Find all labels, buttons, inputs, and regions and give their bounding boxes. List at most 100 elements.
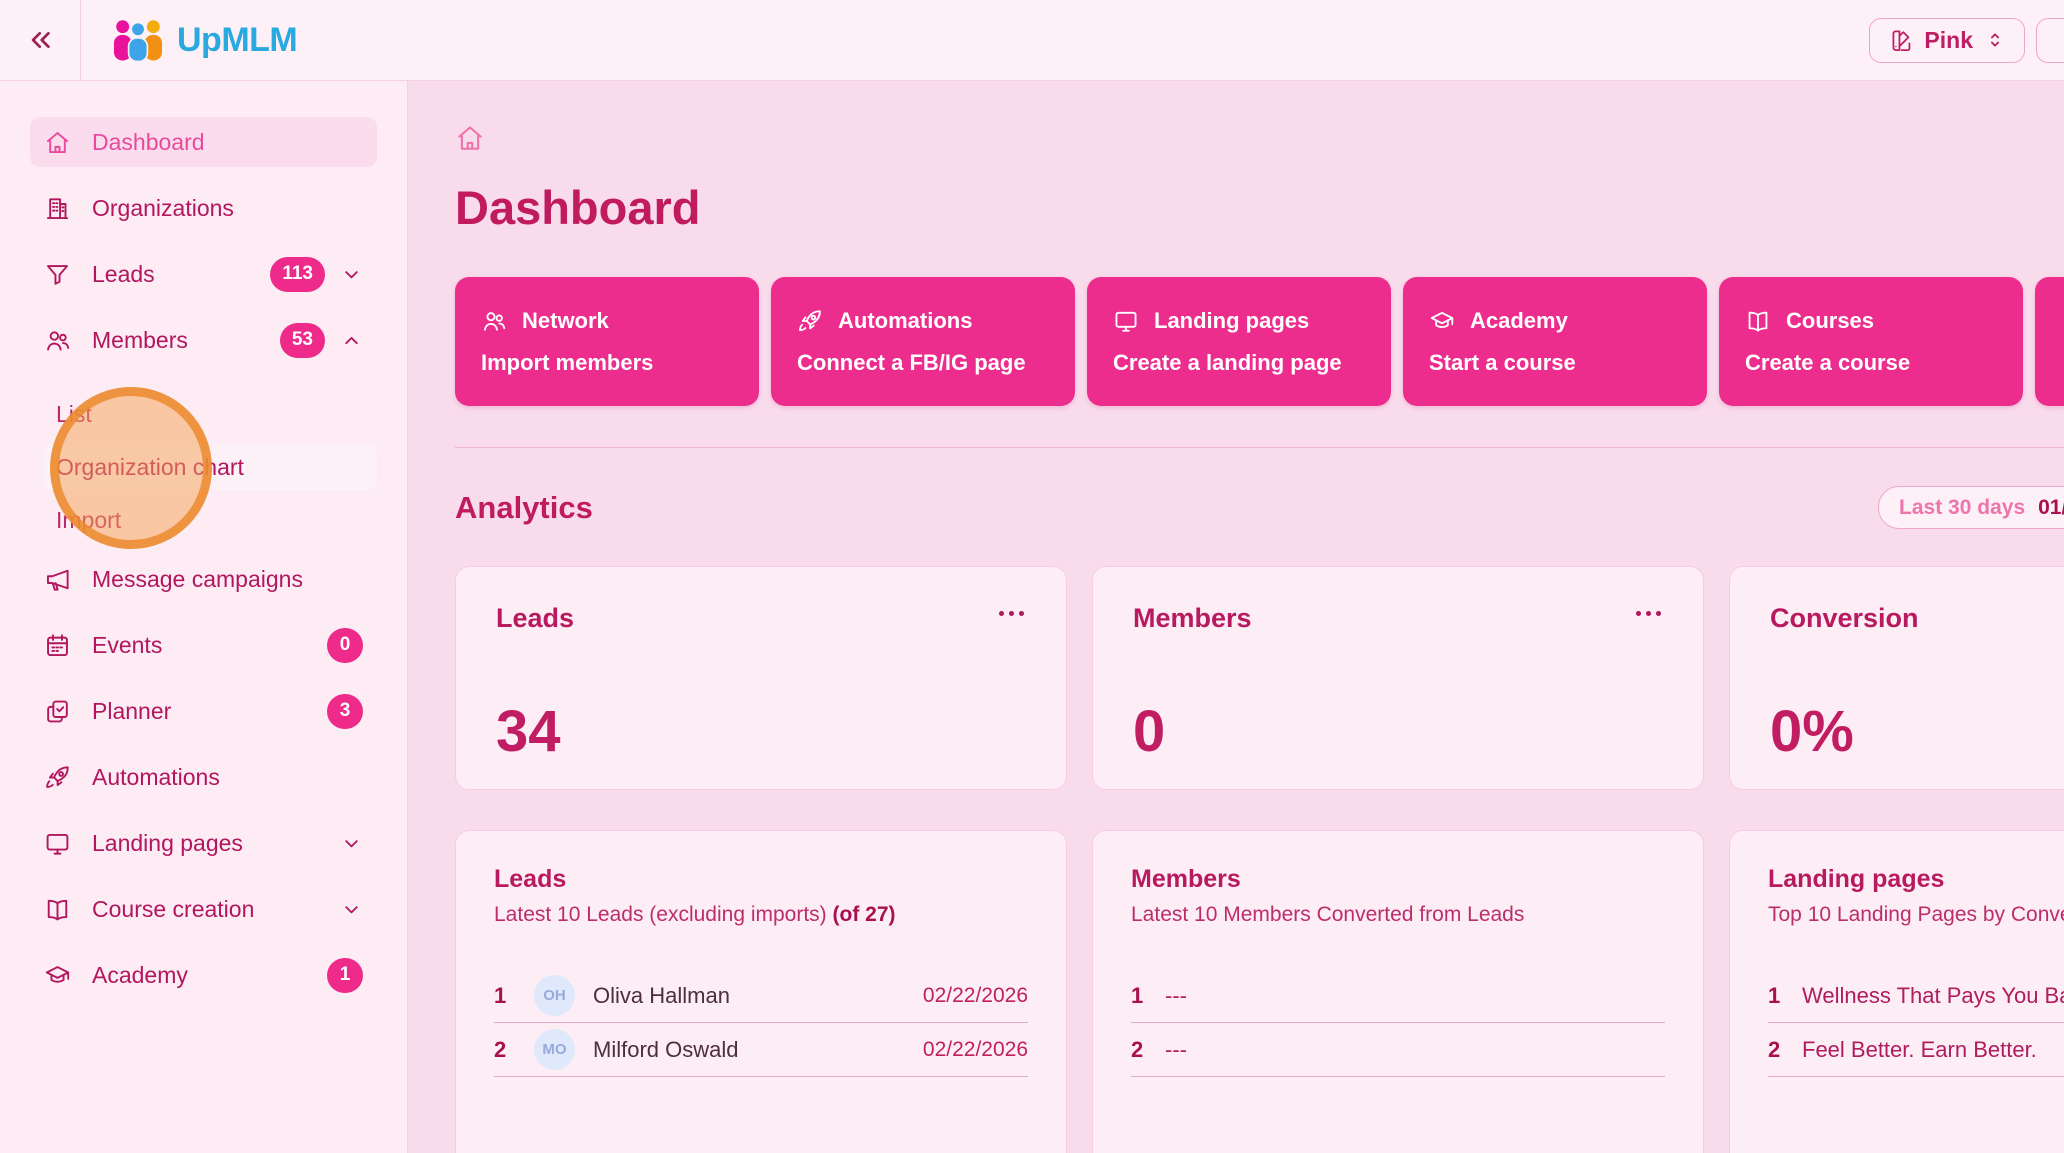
row-index: 2 xyxy=(1768,1036,1781,1062)
quick-card-title: Academy xyxy=(1470,307,1568,333)
members-submenu: List Organization chart Import xyxy=(0,391,407,543)
top-header: UpMLM Pink xyxy=(0,0,2064,81)
date-range-value: 01/2 xyxy=(2038,495,2064,519)
people-logo-icon xyxy=(111,18,165,63)
sidebar-item-message-campaigns[interactable]: Message campaigns xyxy=(30,554,377,604)
lead-name: Oliva Hallman xyxy=(593,982,730,1008)
row-divider xyxy=(1768,1076,2064,1077)
chevron-down-icon xyxy=(340,898,363,921)
academy-count-badge: 1 xyxy=(327,957,363,993)
brand-logo[interactable]: UpMLM xyxy=(111,18,298,63)
calendar-icon xyxy=(44,632,71,659)
stat-value: 34 xyxy=(496,699,561,764)
row-index: 2 xyxy=(1131,1036,1144,1062)
date-range-picker[interactable]: Last 30 days 01/2 xyxy=(1878,486,2064,529)
sidebar-item-label: Planner xyxy=(92,697,172,724)
page-title: Dashboard xyxy=(455,181,701,234)
chevron-up-icon xyxy=(340,329,363,352)
landing-page-row[interactable]: 1 Wellness That Pays You Back xyxy=(1768,969,2064,1022)
quick-card-title: Landing pages xyxy=(1154,307,1310,333)
clipped-header-button[interactable] xyxy=(2036,17,2064,63)
list-subtitle: Latest 10 Leads (excluding imports) (of … xyxy=(494,903,896,926)
list-title: Members xyxy=(1131,865,1241,893)
sidebar-collapse-button[interactable] xyxy=(0,0,81,80)
quick-card-network[interactable]: Network Import members xyxy=(455,277,759,406)
date-range-label: Last 30 days xyxy=(1899,495,2026,519)
more-menu-icon[interactable] xyxy=(1634,603,1663,624)
sidebar-item-label: Course creation xyxy=(92,895,255,922)
theme-selector-button[interactable]: Pink xyxy=(1869,17,2025,63)
quick-card-clipped[interactable] xyxy=(2035,277,2064,406)
chevron-down-icon xyxy=(340,832,363,855)
submenu-item-label: Import xyxy=(56,506,122,533)
leads-list-card: Leads Latest 10 Leads (excluding imports… xyxy=(455,830,1067,1153)
quick-card-subtitle: Create a landing page xyxy=(1113,349,1342,375)
row-divider xyxy=(494,1022,1028,1023)
sidebar-item-academy[interactable]: Academy 1 xyxy=(30,950,377,1000)
sidebar-item-planner[interactable]: Planner 3 xyxy=(30,686,377,736)
clipboard-check-icon xyxy=(44,698,71,725)
list-subtitle: Latest 10 Members Converted from Leads xyxy=(1131,903,1525,926)
member-name: --- xyxy=(1165,1036,1187,1062)
more-menu-icon[interactable] xyxy=(997,603,1026,624)
megaphone-icon xyxy=(44,566,71,593)
sidebar-item-events[interactable]: Events 0 xyxy=(30,620,377,670)
stat-title: Conversion xyxy=(1770,603,1919,633)
quick-card-landing-pages[interactable]: Landing pages Create a landing page xyxy=(1087,277,1391,406)
users-icon xyxy=(44,327,71,354)
lead-date: 02/22/2026 xyxy=(922,1037,1028,1061)
sidebar-item-landing-pages[interactable]: Landing pages xyxy=(30,818,377,868)
rocket-icon xyxy=(44,764,71,791)
brand-name: UpMLM xyxy=(177,20,298,59)
stats-row: Leads 34 Members 0 Conversion xyxy=(455,566,2064,790)
sidebar-item-organizations[interactable]: Organizations xyxy=(30,183,377,233)
members-list-card: Members Latest 10 Members Converted from… xyxy=(1092,830,1704,1153)
sidebar-item-course-creation[interactable]: Course creation xyxy=(30,884,377,934)
quick-card-courses[interactable]: Courses Create a course xyxy=(1719,277,2023,406)
landing-page-row[interactable]: 2 Feel Better. Earn Better. xyxy=(1768,1023,2064,1076)
sidebar-item-label: Events xyxy=(92,631,163,658)
landing-pages-list-card: Landing pages Top 10 Landing Pages by Co… xyxy=(1729,830,2064,1153)
member-row[interactable]: 1 --- xyxy=(1131,969,1665,1022)
building-icon xyxy=(44,195,71,222)
sidebar: Dashboard Organizations Leads 113 Member… xyxy=(0,81,408,1153)
member-name: --- xyxy=(1165,982,1187,1008)
lead-row[interactable]: 1 OH Oliva Hallman 02/22/2026 xyxy=(494,969,1028,1022)
submenu-item-list[interactable]: List xyxy=(44,391,377,437)
submenu-item-organization-chart[interactable]: Organization chart xyxy=(44,444,377,490)
chevron-down-icon xyxy=(340,263,363,286)
quick-card-academy[interactable]: Academy Start a course xyxy=(1403,277,1707,406)
row-index: 1 xyxy=(1768,982,1781,1008)
landing-page-name: Wellness That Pays You Back xyxy=(1802,982,2064,1008)
monitor-icon xyxy=(44,830,71,857)
row-divider xyxy=(1131,1076,1665,1077)
quick-card-title: Courses xyxy=(1786,307,1875,333)
row-index: 2 xyxy=(494,1036,507,1062)
sidebar-item-label: Leads xyxy=(92,260,155,287)
sidebar-item-leads[interactable]: Leads 113 xyxy=(30,249,377,299)
sidebar-item-members[interactable]: Members 53 xyxy=(30,315,377,365)
home-icon xyxy=(44,129,71,156)
members-count-badge: 53 xyxy=(279,322,325,358)
member-row[interactable]: 2 --- xyxy=(1131,1023,1665,1076)
sidebar-item-dashboard[interactable]: Dashboard xyxy=(30,117,377,167)
quick-actions-row: Network Import members Automations Conne… xyxy=(455,277,2064,406)
users-icon xyxy=(481,308,507,334)
chevron-updown-icon xyxy=(1984,29,2006,51)
submenu-item-label: Organization chart xyxy=(56,453,244,480)
book-icon xyxy=(44,896,71,923)
quick-card-subtitle: Connect a FB/IG page xyxy=(797,349,1026,375)
leads-count-badge: 113 xyxy=(270,256,325,292)
lead-row[interactable]: 2 MO Milford Oswald 02/22/2026 xyxy=(494,1023,1028,1076)
sidebar-item-automations[interactable]: Automations xyxy=(30,752,377,802)
breadcrumb-home-icon[interactable] xyxy=(455,123,485,153)
quick-card-title: Network xyxy=(522,307,609,333)
lead-name: Milford Oswald xyxy=(593,1036,739,1062)
graduation-cap-icon xyxy=(44,962,71,989)
lists-row: Leads Latest 10 Leads (excluding imports… xyxy=(455,830,2064,1153)
quick-card-automations[interactable]: Automations Connect a FB/IG page xyxy=(771,277,1075,406)
submenu-item-import[interactable]: Import xyxy=(44,497,377,543)
row-divider xyxy=(494,1076,1028,1077)
chevrons-left-icon xyxy=(24,24,56,56)
